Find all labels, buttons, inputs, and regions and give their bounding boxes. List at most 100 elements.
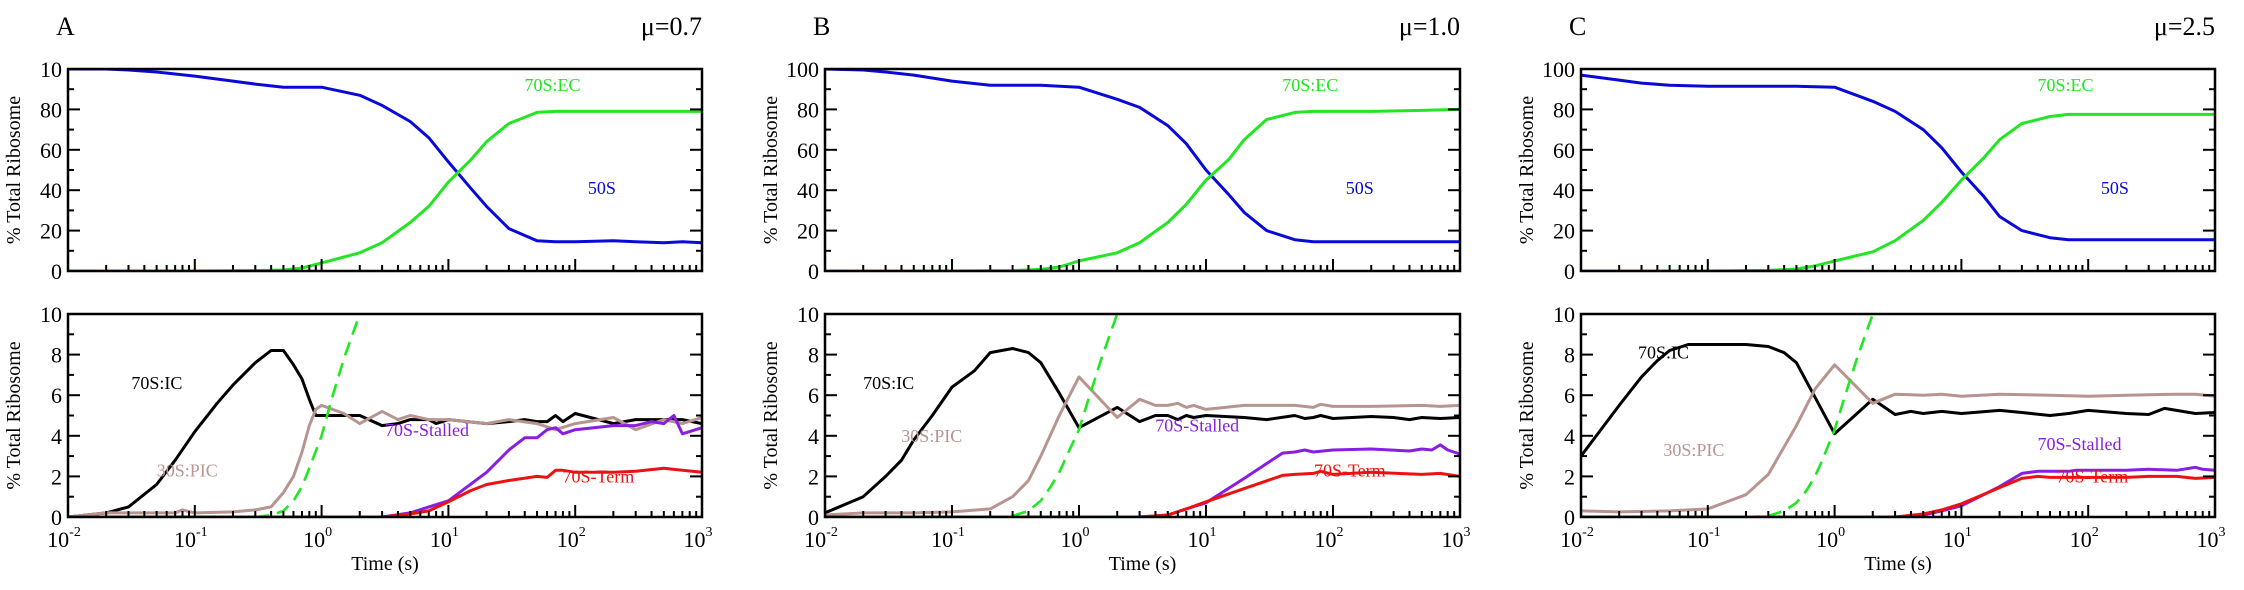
series-label-50s: 50S bbox=[588, 178, 616, 198]
series-label-50s: 50S bbox=[1346, 178, 1374, 198]
series-label-70s-stalled: 70S-Stalled bbox=[2037, 434, 2121, 454]
series-line-30s-pic bbox=[68, 403, 702, 518]
series-line-70s-stalled bbox=[68, 414, 702, 518]
series-label-30s-pic: 30S:PIC bbox=[1663, 440, 1724, 460]
y-tick-label: 0 bbox=[51, 259, 62, 284]
series-line-50s bbox=[825, 68, 1460, 244]
series-label-70s-stalled: 70S-Stalled bbox=[1155, 416, 1239, 436]
x-tick-exponent: 3 bbox=[2219, 525, 2226, 540]
x-tick-base: 10 bbox=[804, 527, 826, 552]
y-tick-label: 0 bbox=[1564, 505, 1575, 530]
x-tick-base: 10 bbox=[1315, 527, 1337, 552]
series-label-70s-term: 70S-Term bbox=[1314, 460, 1386, 480]
series-line-70s-ic bbox=[68, 349, 702, 518]
y-tick-label: 80 bbox=[40, 97, 62, 122]
x-tick-label: 103 bbox=[2197, 525, 2226, 552]
x-tick-exponent: -1 bbox=[953, 525, 965, 540]
x-tick-exponent: 2 bbox=[2092, 525, 2099, 540]
y-tick-label: 10 bbox=[40, 57, 62, 82]
y-tick-label: 20 bbox=[797, 219, 819, 244]
y-tick-label: 60 bbox=[797, 138, 819, 163]
y-tick-label: 0 bbox=[808, 259, 819, 284]
x-tick-exponent: 2 bbox=[1337, 525, 1344, 540]
x-tick-label: 10-1 bbox=[931, 525, 965, 552]
x-tick-label: 102 bbox=[557, 525, 586, 552]
subplot-top: 0 20 40 60 80 100% Total Ribosome 50S 70S:EC bbox=[1516, 57, 2217, 284]
y-tick-label: 80 bbox=[797, 97, 819, 122]
x-tick-exponent: 0 bbox=[325, 525, 332, 540]
x-tick-label: 10-1 bbox=[1687, 525, 1721, 552]
series-label-70s-ic: 70S:IC bbox=[131, 373, 182, 393]
series-label-70s-ic: 70S:IC bbox=[863, 373, 914, 393]
x-tick-base: 10 bbox=[931, 527, 953, 552]
series-line-50s bbox=[68, 68, 702, 245]
x-tick-label: 102 bbox=[2070, 525, 2099, 552]
x-tick-exponent: 1 bbox=[1210, 525, 1217, 540]
x-tick-base: 10 bbox=[1061, 527, 1083, 552]
y-axis-title: % Total Ribosome bbox=[3, 96, 25, 244]
x-tick-base: 10 bbox=[1687, 527, 1709, 552]
x-tick-exponent: -2 bbox=[1582, 525, 1594, 540]
x-tick-label: 103 bbox=[684, 525, 713, 552]
x-tick-base: 10 bbox=[1188, 527, 1210, 552]
y-tick-label: 10 bbox=[1553, 302, 1575, 327]
x-tick-base: 10 bbox=[684, 527, 706, 552]
x-tick-label: 10-2 bbox=[1560, 525, 1594, 552]
series-line-70s-ic bbox=[825, 347, 1460, 515]
panel-letter: A bbox=[56, 12, 75, 41]
series-line-30s-pic bbox=[825, 375, 1460, 517]
x-axis-title: Time (s) bbox=[1864, 553, 1932, 575]
y-tick-label: 10 bbox=[797, 302, 819, 327]
x-tick-base: 10 bbox=[1560, 527, 1582, 552]
y-tick-label: 0 bbox=[51, 505, 62, 530]
y-tick-label: 80 bbox=[1553, 97, 1575, 122]
subplot-top: 0 20 40 60 80 100% Total Ribosome 50S 70S:EC bbox=[760, 57, 1462, 284]
series-label-70s-ec: 70S:EC bbox=[524, 75, 580, 95]
x-tick-label: 10-2 bbox=[47, 525, 81, 552]
x-tick-label: 101 bbox=[430, 525, 459, 552]
panel-mu-title: μ=1.0 bbox=[1399, 12, 1460, 41]
panel-mu-title: μ=0.7 bbox=[641, 12, 702, 41]
y-tick-label: 100 bbox=[1542, 57, 1575, 82]
series-label-50s: 50S bbox=[2101, 178, 2129, 198]
x-tick-exponent: 3 bbox=[706, 525, 713, 540]
series-group bbox=[68, 313, 702, 518]
series-label-70s-ec: 70S:EC bbox=[1282, 75, 1338, 95]
y-tick-label: 4 bbox=[808, 424, 819, 449]
y-tick-label: 40 bbox=[797, 178, 819, 203]
x-tick-base: 10 bbox=[430, 527, 452, 552]
x-tick-base: 10 bbox=[303, 527, 325, 552]
series-label-70s-stalled: 70S-Stalled bbox=[385, 420, 469, 440]
y-tick-label: 60 bbox=[1553, 138, 1575, 163]
x-tick-exponent: -2 bbox=[826, 525, 838, 540]
series-line-70s-ec-dashed bbox=[255, 313, 362, 518]
x-tick-exponent: -1 bbox=[1709, 525, 1721, 540]
x-tick-base: 10 bbox=[1442, 527, 1464, 552]
series-label-70s-term: 70S-Term bbox=[2057, 466, 2129, 486]
y-tick-label: 4 bbox=[1564, 424, 1575, 449]
x-tick-label: 101 bbox=[1188, 525, 1217, 552]
y-tick-label: 2 bbox=[1564, 464, 1575, 489]
series-group bbox=[825, 68, 1460, 272]
y-axis-title: % Total Ribosome bbox=[760, 96, 782, 244]
x-tick-label: 10-2 bbox=[804, 525, 838, 552]
y-tick-label: 0 bbox=[1564, 259, 1575, 284]
y-tick-label: 6 bbox=[51, 383, 62, 408]
series-line-70s-term bbox=[1581, 474, 2215, 518]
x-tick-exponent: 1 bbox=[452, 525, 459, 540]
series-group bbox=[1581, 73, 2215, 272]
panel-letter: B bbox=[813, 12, 830, 41]
y-axis-title: % Total Ribosome bbox=[3, 341, 25, 489]
y-tick-label: 2 bbox=[808, 464, 819, 489]
y-tick-label: 100 bbox=[786, 57, 819, 82]
y-tick-label: 40 bbox=[40, 178, 62, 203]
series-line-50s bbox=[1581, 73, 2215, 242]
x-tick-label: 100 bbox=[303, 525, 332, 552]
